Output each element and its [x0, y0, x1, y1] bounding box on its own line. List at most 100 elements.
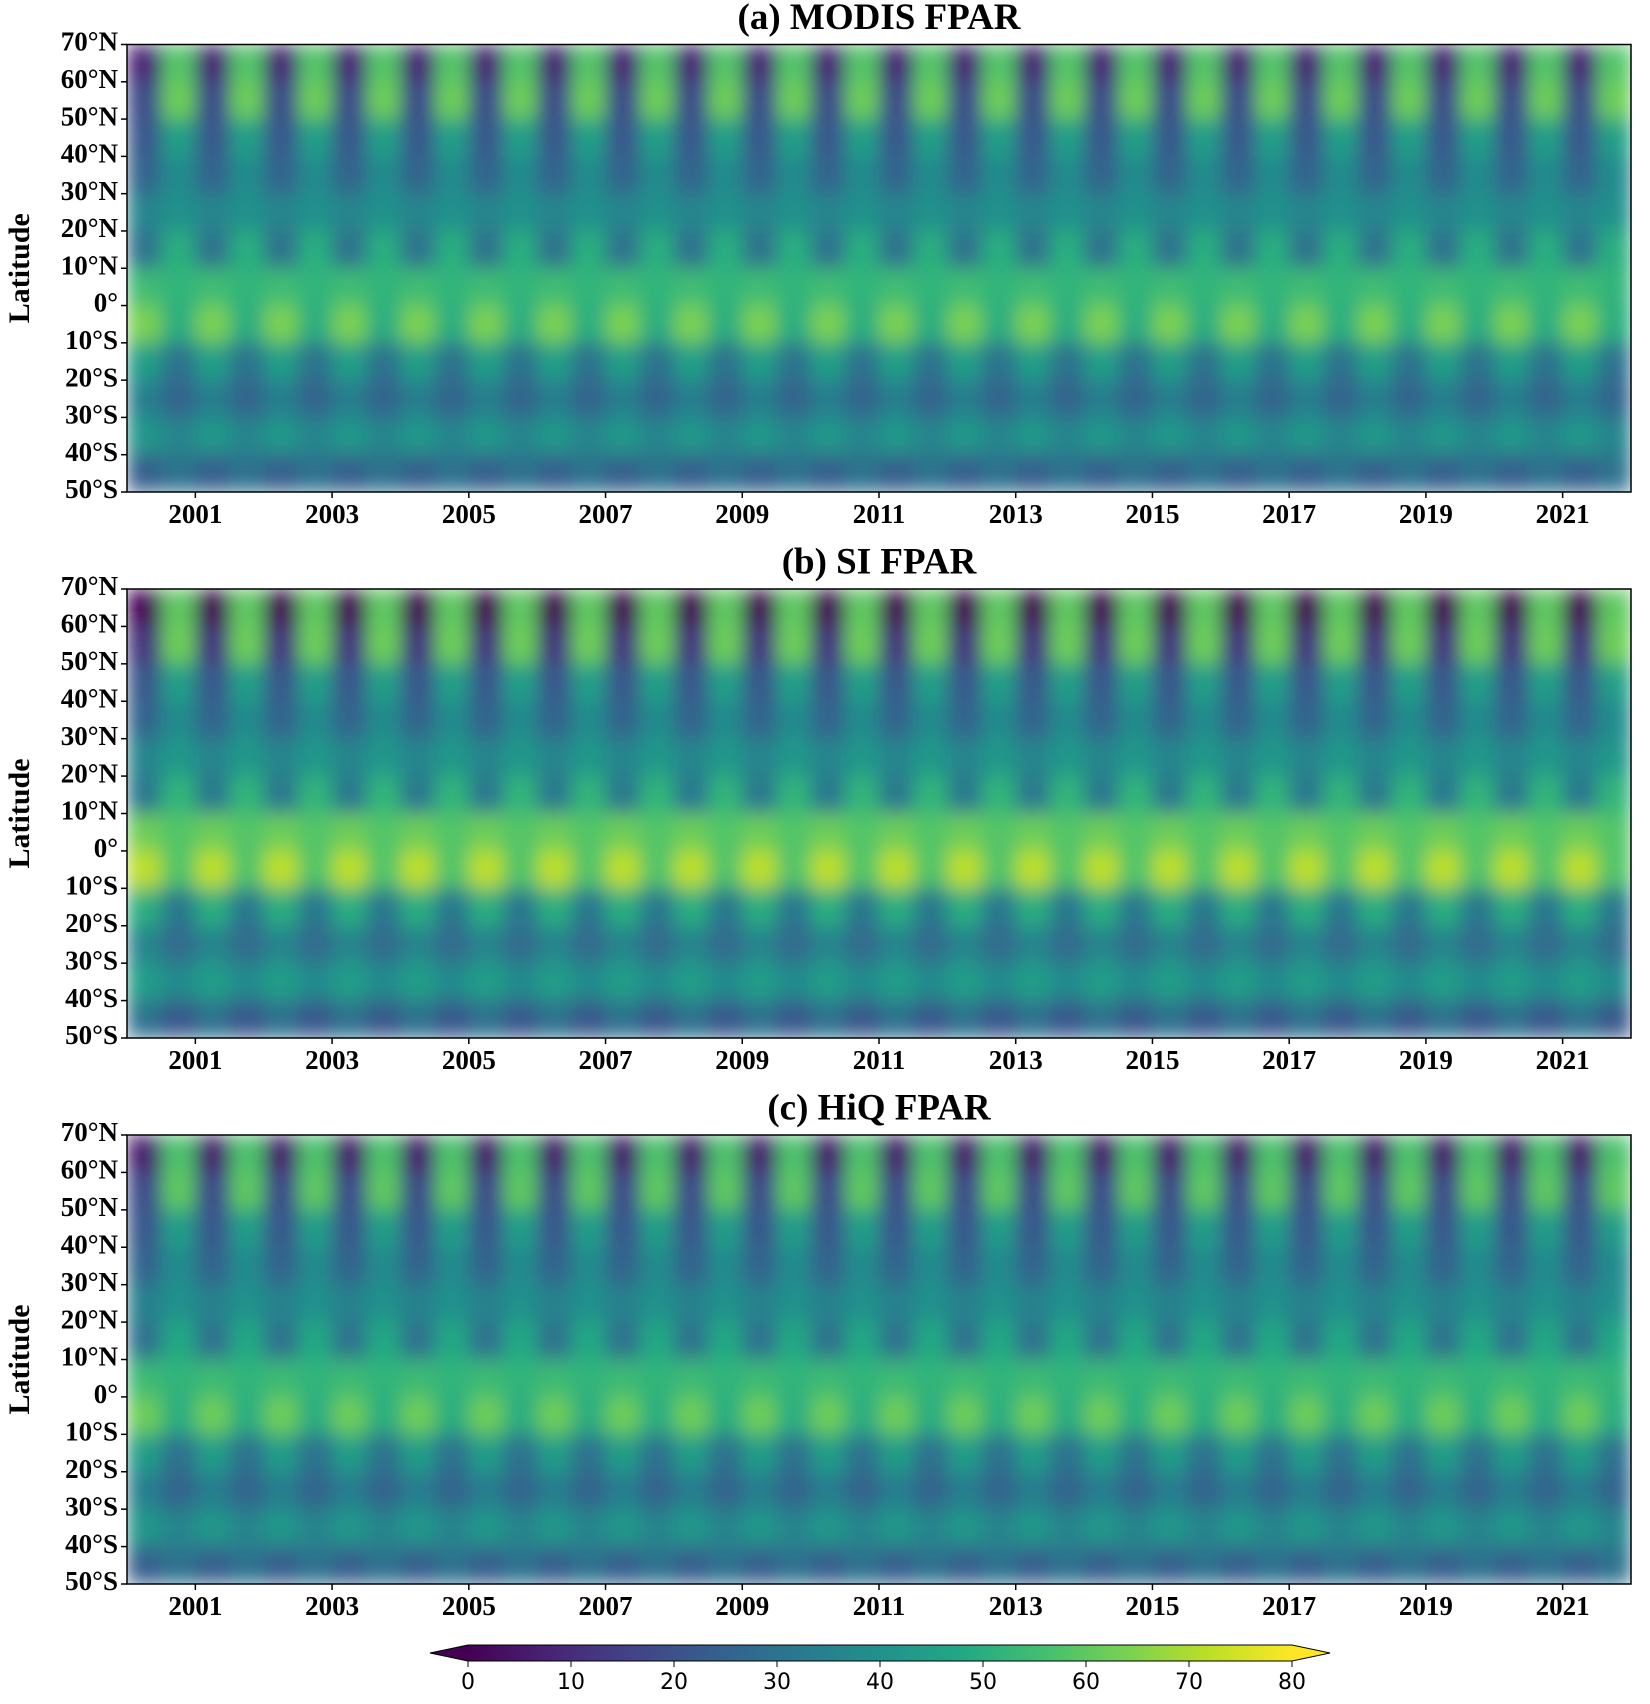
heatmap-cell — [981, 342, 1017, 381]
heatmap-cell — [297, 738, 333, 777]
heatmap-cell — [1186, 1247, 1222, 1286]
heatmap-cell — [366, 268, 402, 307]
heatmap-cell — [195, 454, 231, 492]
heatmap-cell — [1049, 156, 1085, 195]
heatmap-cell — [639, 850, 675, 889]
heatmap-cell — [297, 963, 333, 1002]
heatmap-cell — [400, 380, 436, 419]
heatmap-cell — [1562, 1359, 1598, 1398]
heatmap-cell — [1460, 119, 1495, 157]
heatmap-cell — [1186, 701, 1222, 740]
heatmap-cell — [913, 193, 948, 232]
heatmap-cell — [1528, 1209, 1564, 1248]
heatmap-cell — [1289, 776, 1324, 815]
heatmap-cell — [1255, 1135, 1290, 1174]
heatmap-cell — [1528, 305, 1564, 344]
heatmap-cell — [1494, 1209, 1530, 1248]
heatmap-cell — [605, 1322, 641, 1361]
heatmap-cell — [1049, 81, 1085, 120]
heatmap-cell — [1494, 342, 1530, 381]
heatmap-cell — [947, 268, 983, 307]
heatmap-cell — [1460, 776, 1495, 815]
heatmap-cell — [742, 417, 778, 456]
heatmap-cell — [366, 663, 402, 702]
heatmap-cell — [1357, 454, 1393, 492]
heatmap-cell — [1494, 663, 1530, 702]
heatmap-cell — [571, 380, 607, 419]
heatmap-cell — [366, 1509, 402, 1548]
heatmap-cell — [503, 454, 538, 492]
heatmap-cell — [776, 1247, 812, 1286]
heatmap-cell — [1289, 305, 1324, 344]
heatmap-cell — [844, 813, 880, 852]
heatmap-cell — [605, 417, 641, 456]
heatmap-cell — [1289, 1471, 1324, 1510]
heatmap-cell — [844, 1509, 880, 1548]
heatmap-cell — [1118, 380, 1154, 419]
heatmap-cell — [981, 1135, 1017, 1174]
heatmap-cell — [127, 119, 162, 157]
heatmap-cell — [879, 1396, 914, 1435]
heatmap-cell — [913, 1434, 948, 1473]
heatmap-cell — [332, 44, 367, 83]
heatmap-cell — [1494, 1471, 1530, 1510]
heatmap-cell — [263, 1135, 299, 1174]
heatmap-cell — [1596, 230, 1631, 269]
y-tick-label: 10°S — [65, 871, 118, 901]
heatmap-cell — [844, 925, 880, 964]
heatmap-cell — [1323, 305, 1359, 344]
heatmap-cell — [1220, 663, 1256, 702]
heatmap-cell — [913, 268, 948, 307]
heatmap-cell — [1015, 417, 1051, 456]
heatmap-cell — [1186, 156, 1222, 195]
heatmap-cell — [742, 776, 778, 815]
heatmap-cell — [1084, 380, 1119, 419]
heatmap-cell — [844, 1247, 880, 1286]
heatmap-cell — [1049, 626, 1085, 665]
y-tick-label: 10°S — [65, 325, 118, 355]
heatmap-cell — [1528, 626, 1564, 665]
heatmap-cell — [503, 156, 538, 195]
heatmap-cell — [366, 119, 402, 157]
heatmap-cell — [708, 963, 743, 1002]
heatmap-cell — [1562, 44, 1598, 83]
heatmap-cell — [1596, 1546, 1631, 1584]
heatmap-cell — [1152, 380, 1188, 419]
heatmap-cell — [981, 1000, 1017, 1038]
x-tick-label: 2011 — [853, 1045, 906, 1075]
heatmap-cell — [400, 1000, 436, 1038]
heatmap-cell — [332, 963, 367, 1002]
heatmap-cell — [195, 1396, 231, 1435]
heatmap-cell — [1255, 1209, 1290, 1248]
heatmap-cell — [1391, 193, 1427, 232]
x-tick-label: 2019 — [1399, 1045, 1453, 1075]
heatmap-cell — [229, 119, 265, 157]
colorbar-extend-min — [430, 1645, 468, 1661]
heatmap-cell — [981, 701, 1017, 740]
heatmap-cell — [1186, 589, 1222, 628]
heatmap-cell — [810, 1546, 846, 1584]
heatmap-cell — [1118, 156, 1154, 195]
heatmap-cell — [1220, 454, 1256, 492]
heatmap-cell — [1323, 701, 1359, 740]
heatmap-cell — [571, 1509, 607, 1548]
heatmap-cell — [605, 963, 641, 1002]
heatmap-cell — [229, 1322, 265, 1361]
heatmap-cell — [1357, 156, 1393, 195]
heatmap-cell — [571, 1284, 607, 1323]
heatmap-cell — [1015, 701, 1051, 740]
heatmap-cell — [947, 1359, 983, 1398]
heatmap-cell — [468, 1209, 504, 1248]
heatmap-cell — [297, 701, 333, 740]
heatmap-cell — [161, 701, 196, 740]
heatmap-cell — [400, 230, 436, 269]
heatmap-cell — [913, 1247, 948, 1286]
heatmap-cell — [1152, 626, 1188, 665]
heatmap-cell — [366, 342, 402, 381]
heatmap-cell — [1425, 850, 1461, 889]
heatmap-cell — [844, 1434, 880, 1473]
heatmap-cell — [1084, 1000, 1119, 1038]
heatmap-cell — [947, 1247, 983, 1286]
heatmap-cell — [639, 380, 675, 419]
heatmap-cell — [1220, 963, 1256, 1002]
